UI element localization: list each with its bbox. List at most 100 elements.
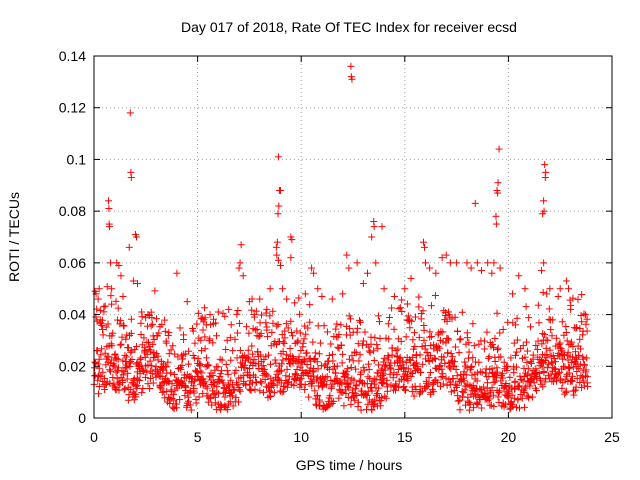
data-point — [451, 343, 459, 351]
data-point — [316, 398, 324, 406]
data-point — [540, 367, 548, 375]
data-point — [489, 391, 497, 399]
data-point — [478, 404, 486, 412]
data-point — [554, 293, 562, 301]
data-point — [198, 347, 206, 355]
data-point — [361, 328, 369, 336]
data-point — [430, 354, 438, 362]
data-point — [523, 358, 531, 366]
data-point — [209, 387, 217, 395]
data-point — [134, 280, 142, 288]
data-point — [386, 370, 394, 378]
data-point — [161, 316, 169, 324]
data-point — [471, 199, 479, 207]
data-point — [224, 370, 232, 378]
data-point — [568, 353, 576, 361]
data-point — [252, 307, 260, 315]
data-point — [198, 369, 206, 377]
data-point — [148, 370, 156, 378]
data-point — [107, 259, 115, 267]
data-point — [398, 307, 406, 315]
data-point — [454, 392, 462, 400]
data-point — [522, 303, 530, 311]
data-point — [515, 272, 523, 280]
data-point — [353, 259, 361, 267]
data-point — [276, 186, 284, 194]
data-point — [113, 355, 121, 363]
data-point — [91, 358, 99, 366]
data-point — [130, 396, 138, 404]
data-point — [284, 324, 292, 332]
data-point — [366, 348, 374, 356]
data-point — [201, 304, 209, 312]
data-point — [348, 352, 356, 360]
data-point — [402, 386, 410, 394]
data-point — [453, 382, 461, 390]
data-point — [210, 315, 218, 323]
data-point — [489, 340, 497, 348]
data-point — [401, 285, 409, 293]
data-point — [119, 379, 127, 387]
data-point — [484, 396, 492, 404]
data-point — [325, 352, 333, 360]
data-point — [463, 334, 471, 342]
grid-layer — [94, 56, 612, 418]
data-point — [555, 352, 563, 360]
data-point — [499, 374, 507, 382]
data-point — [552, 334, 560, 342]
data-point — [458, 387, 466, 395]
data-point — [430, 388, 438, 396]
data-point — [337, 321, 345, 329]
data-point — [488, 384, 496, 392]
data-point — [201, 378, 209, 386]
data-point — [543, 290, 551, 298]
data-point — [217, 370, 225, 378]
data-point — [571, 348, 579, 356]
data-point — [162, 339, 170, 347]
data-point — [465, 406, 473, 414]
data-point — [123, 363, 131, 371]
data-point — [162, 362, 170, 370]
data-point — [451, 380, 459, 388]
data-point — [509, 290, 517, 298]
data-point — [570, 324, 578, 332]
data-point — [259, 362, 267, 370]
data-point — [442, 251, 450, 259]
data-point — [493, 368, 501, 376]
data-point — [544, 336, 552, 344]
data-point — [249, 359, 257, 367]
data-point — [371, 334, 379, 342]
data-point — [525, 314, 533, 322]
data-point — [347, 315, 355, 323]
data-point — [506, 405, 514, 413]
data-point — [351, 396, 359, 404]
data-point — [352, 382, 360, 390]
data-point — [108, 285, 116, 293]
data-point — [447, 388, 455, 396]
data-point — [562, 277, 570, 285]
data-point — [582, 311, 590, 319]
data-point — [114, 304, 122, 312]
data-point — [316, 339, 324, 347]
data-point — [99, 331, 107, 339]
data-point — [95, 285, 103, 293]
data-point — [260, 388, 268, 396]
data-point — [412, 359, 420, 367]
data-point — [415, 293, 423, 301]
data-point — [187, 406, 195, 414]
data-point — [556, 285, 564, 293]
data-point — [120, 322, 128, 330]
data-point — [287, 254, 295, 262]
data-point — [381, 366, 389, 374]
data-point — [169, 403, 177, 411]
data-point — [102, 323, 110, 331]
data-point — [439, 370, 447, 378]
data-point — [103, 283, 111, 291]
data-point — [412, 386, 420, 394]
data-point — [347, 363, 355, 371]
data-point — [186, 388, 194, 396]
data-point — [162, 363, 170, 371]
data-point — [146, 374, 154, 382]
data-point — [420, 326, 428, 334]
data-point — [214, 308, 222, 316]
